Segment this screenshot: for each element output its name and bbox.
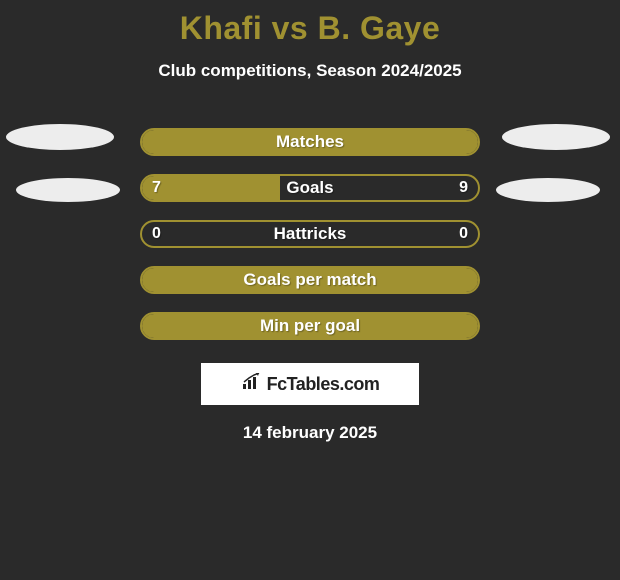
stat-value-right: 9 [459,176,468,200]
stat-label: Min per goal [142,314,478,338]
stat-value-left: 7 [152,176,161,200]
stats-container: Matches Goals7 9 Hattricks0 0 Goals per match… [0,119,620,349]
stat-row: Hattricks0 0 [0,211,620,257]
stat-bar: Min per goal [140,312,480,340]
stat-value-right: 0 [459,222,468,246]
page-subtitle: Club competitions, Season 2024/2025 [0,61,620,81]
stat-label: Goals [142,176,478,200]
stat-row: Goals7 9 [0,165,620,211]
stat-bar: Hattricks0 0 [140,220,480,248]
page-title: Khafi vs B. Gaye [0,0,620,47]
stat-label: Hattricks [142,222,478,246]
stat-bar: Matches [140,128,480,156]
stat-row: Matches [0,119,620,165]
stat-bar: Goals per match [140,266,480,294]
date-label: 14 february 2025 [0,423,620,443]
logo-box: FcTables.com [201,363,419,405]
stat-label: Goals per match [142,268,478,292]
stat-row: Min per goal [0,303,620,349]
logo: FcTables.com [241,373,380,396]
chart-icon [241,373,263,396]
stat-row: Goals per match [0,257,620,303]
stat-value-left: 0 [152,222,161,246]
stat-bar: Goals7 9 [140,174,480,202]
logo-text: FcTables.com [267,374,380,395]
stat-label: Matches [142,130,478,154]
